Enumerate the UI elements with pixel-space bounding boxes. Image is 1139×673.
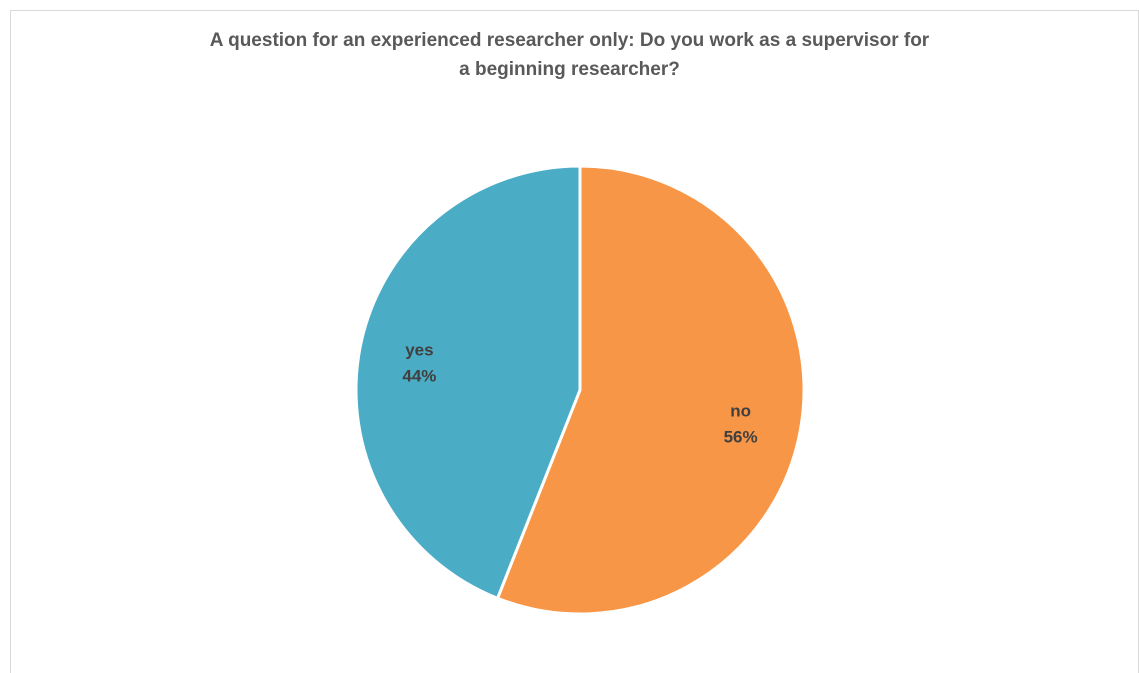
slice-value-label-no: 56% (724, 428, 758, 447)
slice-value-label-yes: 44% (402, 366, 436, 385)
chart-title: A question for an experienced researcher… (0, 26, 1139, 84)
slice-category-label-yes: yes (405, 340, 433, 359)
slice-category-label-no: no (730, 402, 751, 421)
pie-slice-yes (354, 164, 582, 600)
chart-title-line-1: A question for an experienced researcher… (209, 30, 930, 51)
pie-slice-no (496, 164, 806, 616)
chart-title-line-2: a beginning researcher? (459, 59, 680, 80)
